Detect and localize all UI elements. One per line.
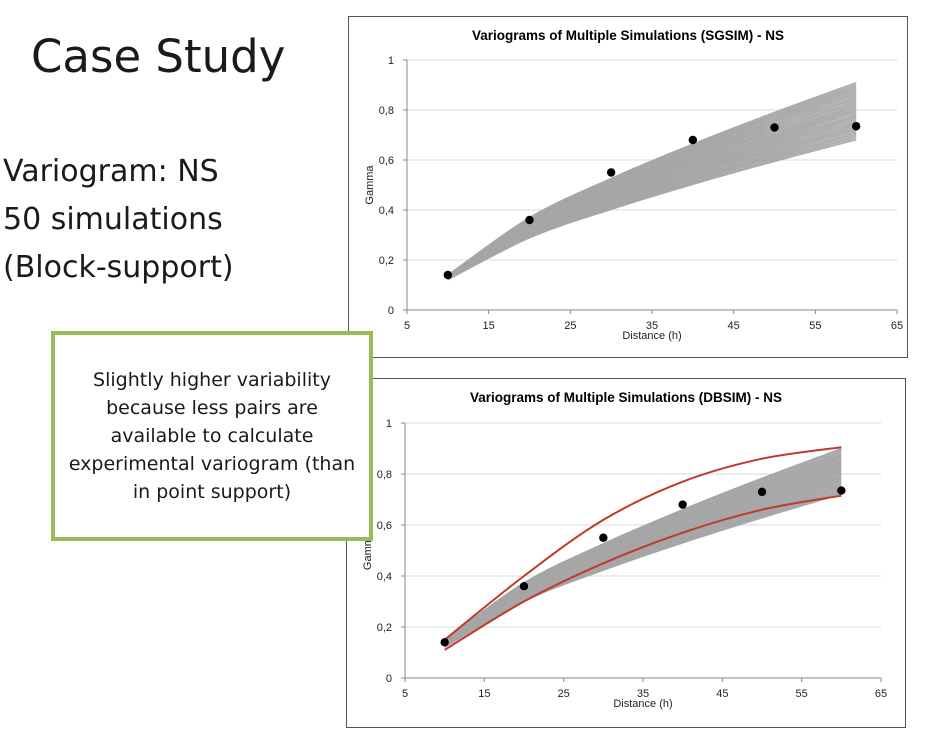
experimental-point [688,135,698,145]
chart-title: Variograms of Multiple Simulations (DBSI… [470,390,782,405]
simulation-line [444,491,842,648]
experimental-point [837,486,846,495]
x-tick-label: 55 [796,688,808,700]
simulation-line [447,137,857,281]
y-tick-label: 0,2 [379,255,394,267]
x-tick-label: 45 [728,320,740,332]
simulation-lines [447,82,857,281]
x-tick-label: 5 [404,320,410,332]
simulation-line [444,492,842,648]
sgsim-chart-panel: Variograms of Multiple Simulations (SGSI… [348,16,908,358]
x-tick-label: 45 [716,688,728,700]
slide-bullets: Variogram: NS 50 simulations (Block-supp… [3,148,234,292]
envelope-upper-line [444,446,842,641]
variability-note: Slightly higher variability because less… [51,331,373,541]
y-tick-label: 1 [388,55,394,67]
dbsim-chart-panel: Variograms of Multiple Simulations (DBSI… [346,378,906,728]
simulation-line [444,493,842,648]
x-tick-label: 65 [875,688,887,700]
x-tick-label: 15 [483,320,495,332]
experimental-point [443,270,453,280]
bullet-simulations: 50 simulations [3,202,223,237]
simulation-line [444,448,842,641]
experimental-point [519,582,529,591]
x-tick-label: 35 [637,688,649,700]
simulation-line [444,490,842,648]
x-axis-label: Distance (h) [622,330,681,342]
sgsim-chart: Variograms of Multiple Simulations (SGSI… [364,28,903,342]
simulation-line [447,82,857,276]
y-axis-label: Gamma [364,165,376,205]
y-tick-label: 0,4 [377,571,392,583]
experimental-point [599,533,608,542]
y-tick-label: 0,8 [379,105,394,117]
simulation-line [444,493,842,648]
y-tick-label: 0,4 [379,205,394,217]
x-tick-label: 25 [558,688,570,700]
simulation-line [444,489,842,648]
envelope-lower-line [444,494,842,651]
y-tick-label: 0 [386,673,392,685]
x-tick-label: 35 [646,320,658,332]
x-tick-label: 55 [809,320,821,332]
x-axis-label: Distance (h) [613,698,672,710]
x-tick-label: 15 [478,688,490,700]
simulation-line [447,136,857,281]
y-tick-label: 0,8 [377,469,392,481]
experimental-point [525,215,534,225]
experimental-point [678,500,687,509]
experimental-point [440,638,449,647]
bullet-variogram: Variogram: NS [3,154,219,189]
experimental-point [851,122,861,131]
experimental-point [757,487,767,497]
x-tick-label: 25 [564,320,576,332]
simulation-lines [444,448,842,648]
y-tick-label: 1 [386,418,392,430]
slide-title: Case Study [31,30,286,83]
dbsim-chart: Variograms of Multiple Simulations (DBSI… [362,390,887,710]
y-tick-label: 0,6 [377,520,392,532]
chart-title: Variograms of Multiple Simulations (SGSI… [472,28,784,43]
simulation-line [447,134,857,281]
bullet-support: (Block-support) [3,250,234,285]
x-tick-label: 65 [891,320,903,332]
y-tick-label: 0,6 [379,155,394,167]
y-tick-label: 0 [388,305,394,317]
experimental-point [770,123,779,132]
x-tick-label: 5 [402,688,408,700]
experimental-point [606,168,616,177]
y-tick-label: 0,2 [377,622,392,634]
